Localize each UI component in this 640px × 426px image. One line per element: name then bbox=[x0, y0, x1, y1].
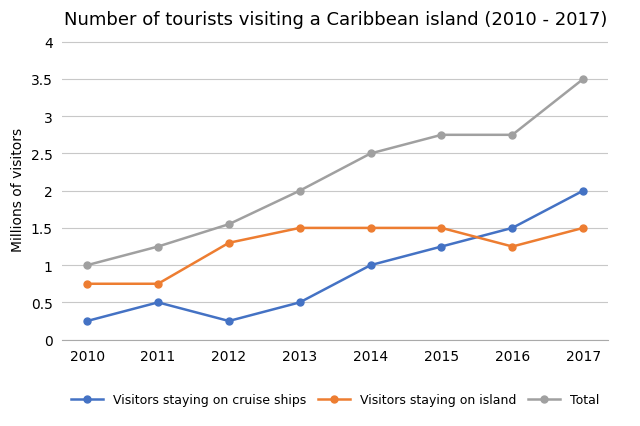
Line: Total: Total bbox=[84, 76, 587, 269]
Line: Visitors staying on cruise ships: Visitors staying on cruise ships bbox=[84, 188, 587, 325]
Y-axis label: Millions of visitors: Millions of visitors bbox=[11, 127, 25, 251]
Legend: Visitors staying on cruise ships, Visitors staying on island, Total: Visitors staying on cruise ships, Visito… bbox=[67, 388, 604, 411]
Total bbox=[296, 189, 303, 194]
Visitors staying on cruise ships bbox=[83, 319, 91, 324]
Visitors staying on island bbox=[83, 282, 91, 287]
Visitors staying on cruise ships bbox=[367, 263, 374, 268]
Visitors staying on cruise ships bbox=[154, 300, 162, 305]
Total bbox=[154, 245, 162, 250]
Visitors staying on island bbox=[438, 226, 445, 231]
Visitors staying on cruise ships bbox=[438, 245, 445, 250]
Title: Number of tourists visiting a Caribbean island (2010 - 2017): Number of tourists visiting a Caribbean … bbox=[63, 11, 607, 29]
Visitors staying on island bbox=[154, 282, 162, 287]
Total bbox=[438, 133, 445, 138]
Visitors staying on cruise ships bbox=[225, 319, 233, 324]
Total bbox=[367, 152, 374, 157]
Visitors staying on cruise ships bbox=[296, 300, 303, 305]
Visitors staying on cruise ships bbox=[579, 189, 587, 194]
Total bbox=[579, 77, 587, 82]
Visitors staying on island bbox=[367, 226, 374, 231]
Line: Visitors staying on island: Visitors staying on island bbox=[84, 225, 587, 288]
Visitors staying on island bbox=[296, 226, 303, 231]
Total bbox=[225, 222, 233, 227]
Visitors staying on island bbox=[509, 245, 516, 250]
Total bbox=[83, 263, 91, 268]
Total bbox=[509, 133, 516, 138]
Visitors staying on cruise ships bbox=[509, 226, 516, 231]
Visitors staying on island bbox=[225, 241, 233, 246]
Visitors staying on island bbox=[579, 226, 587, 231]
